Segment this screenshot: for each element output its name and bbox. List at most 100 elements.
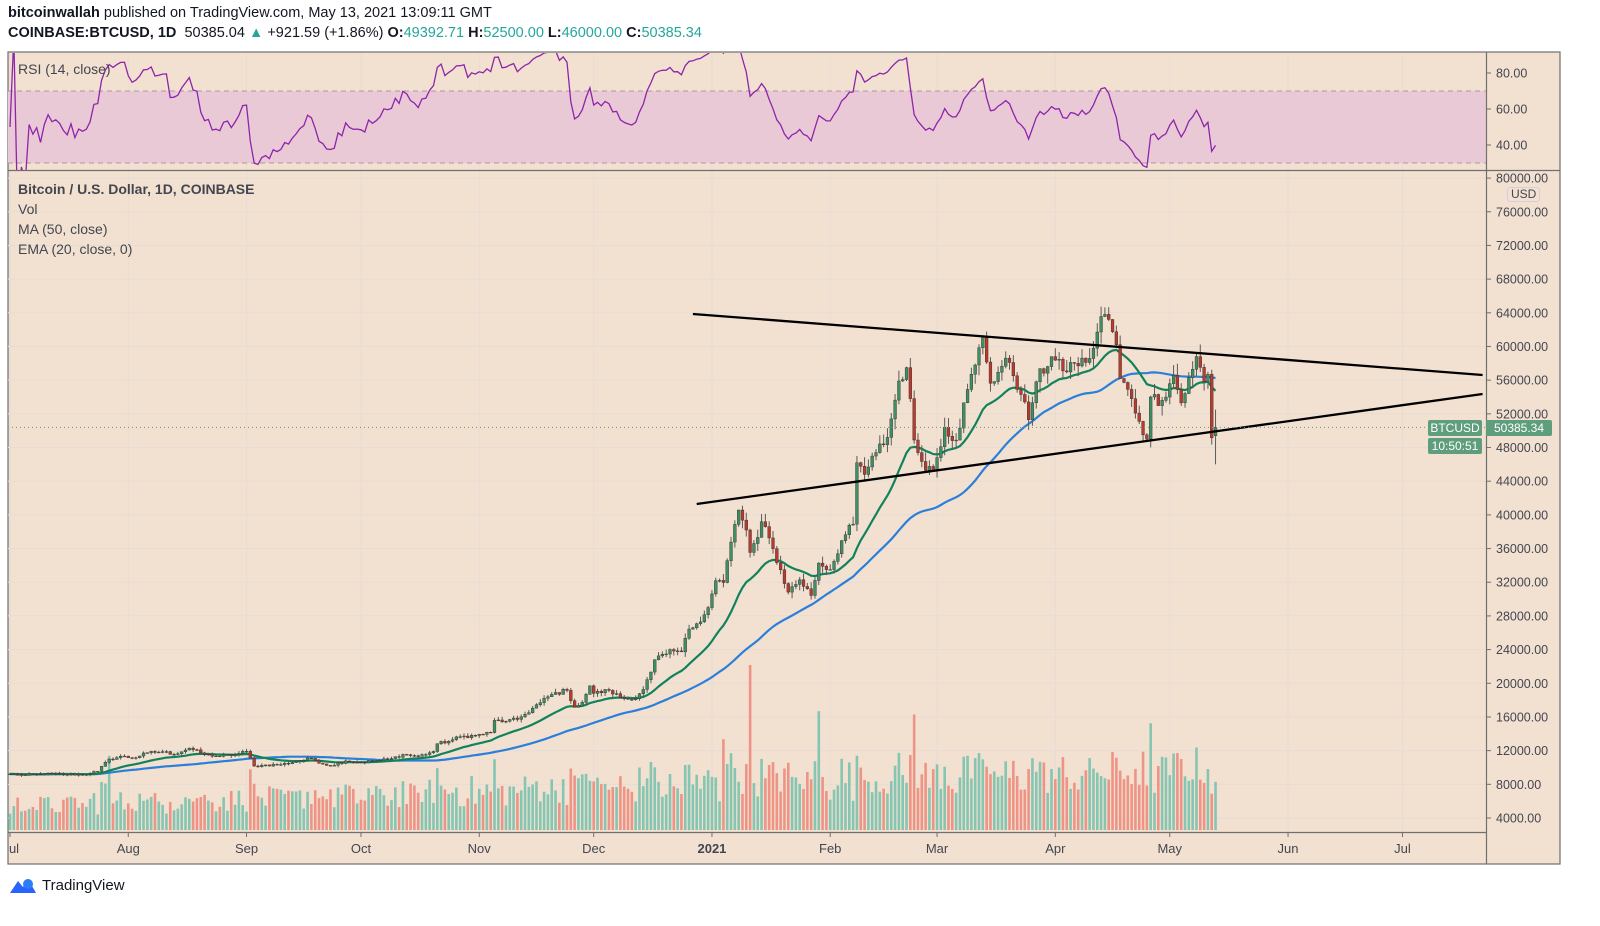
candle-down xyxy=(1179,389,1183,404)
candle-down xyxy=(218,755,222,758)
candle-up xyxy=(550,694,554,698)
volume-bar-up xyxy=(1069,788,1072,830)
price-tick-label: 16000.00 xyxy=(1496,710,1548,724)
volume-bar-up xyxy=(1149,723,1152,830)
volume-bar-down xyxy=(348,785,351,830)
volume-bar-down xyxy=(821,776,824,830)
candle-up xyxy=(729,541,733,561)
candle-down xyxy=(515,717,519,720)
candle-down xyxy=(328,765,333,767)
time-tick-label: Apr xyxy=(1045,841,1066,856)
volume-bar-up xyxy=(828,799,832,830)
price-axis[interactable]: 4000.00 8000.00 12000.00 16000.00 20000.00 24… xyxy=(1486,172,1548,826)
rsi-axis[interactable]: 40.00 60.00 80.00 xyxy=(1486,67,1527,153)
tradingview-logo[interactable]: TradingView xyxy=(8,876,125,894)
legend-title[interactable]: Bitcoin / U.S. Dollar, 1D, COINBASE xyxy=(18,181,255,197)
volume-bar-down xyxy=(951,788,954,830)
volume-bar-up xyxy=(1038,761,1042,830)
volume-bar-down xyxy=(1042,762,1046,830)
candle-up xyxy=(546,696,550,699)
volume-bar-up xyxy=(1095,772,1099,830)
volume-bar-up xyxy=(1153,792,1156,830)
candle-down xyxy=(73,773,77,776)
volume-bar-up xyxy=(428,779,431,830)
candle-down xyxy=(912,398,916,441)
volume-bar-down xyxy=(947,785,950,830)
candle-up xyxy=(756,537,760,544)
candle-down xyxy=(191,747,195,750)
volume-bar-up xyxy=(435,768,439,830)
candle-down xyxy=(1145,434,1149,440)
author[interactable]: bitcoinwallah xyxy=(8,5,100,21)
volume-bar-up xyxy=(889,781,893,830)
volume-bar-up xyxy=(729,753,733,830)
price-tick-label: 76000.00 xyxy=(1496,205,1548,219)
volume-bar-up xyxy=(367,788,370,830)
candle-down xyxy=(61,773,66,775)
candle-down xyxy=(23,774,27,776)
volume-bar-down xyxy=(600,784,603,830)
legend-rsi[interactable]: RSI (14, close) xyxy=(18,61,111,77)
candle-up xyxy=(141,752,146,757)
candle-up xyxy=(878,443,882,453)
currency-label[interactable]: USD xyxy=(1507,187,1541,202)
volume-bar-up xyxy=(157,801,161,830)
candle-down xyxy=(599,690,603,694)
volume-bar-up xyxy=(661,796,664,830)
volume-bar-up xyxy=(935,764,939,830)
volume-bar-up xyxy=(1031,758,1034,830)
volume-bar-down xyxy=(31,806,35,830)
volume-bar-up xyxy=(283,794,286,830)
volume-bar-down xyxy=(1210,793,1214,830)
volume-bar-up xyxy=(977,753,981,830)
legend-ema[interactable]: EMA (20, close, 0) xyxy=(18,241,133,257)
trendlines[interactable] xyxy=(692,312,1483,506)
candle-up xyxy=(103,762,107,767)
volume-bar-down xyxy=(744,764,748,830)
tradingview-cloud-icon xyxy=(10,879,36,893)
candle-up xyxy=(584,694,588,703)
candle-down xyxy=(1130,389,1134,399)
volume-bar-down xyxy=(558,802,561,830)
candle-down xyxy=(1210,374,1214,439)
candle-up xyxy=(687,628,691,639)
candle-down xyxy=(1023,394,1027,403)
candle-up xyxy=(260,765,264,767)
volume-bar-down xyxy=(81,803,84,830)
volume-bar-up xyxy=(390,800,393,830)
candle-down xyxy=(405,754,409,756)
volume-bar-down xyxy=(569,768,573,830)
candle-up xyxy=(531,707,535,713)
volume-bar-up xyxy=(1046,792,1049,830)
legend-vol[interactable]: Vol xyxy=(18,201,38,217)
candle-up xyxy=(706,607,710,615)
low-label: L: xyxy=(547,25,562,41)
volume-bar-up xyxy=(207,800,210,830)
candle-up xyxy=(885,437,890,445)
price-tick-label: 56000.00 xyxy=(1496,374,1548,388)
volume-bar-up xyxy=(1103,778,1107,830)
candle-down xyxy=(286,763,291,765)
time-tick-label: Feb xyxy=(819,841,841,856)
volume-bar-up xyxy=(85,806,88,830)
legend-ma[interactable]: MA (50, close) xyxy=(18,221,108,237)
candle-up xyxy=(897,380,901,401)
volume-bar-up xyxy=(943,766,946,830)
candle-up xyxy=(1152,394,1157,398)
volume-bar-down xyxy=(50,808,54,830)
time-axis[interactable]: ul Aug Sep Oct Nov Dec 2021 Feb Mar Apr May Jun Jul xyxy=(9,832,1411,856)
candle-down xyxy=(412,755,416,757)
volume-bar-up xyxy=(996,776,1000,830)
candle-up xyxy=(614,693,619,695)
volume-bar-down xyxy=(1023,789,1027,830)
candle-up xyxy=(1038,368,1042,383)
volume-bar-up xyxy=(462,806,466,830)
volume-bar-down xyxy=(287,790,290,830)
volume-bar-down xyxy=(363,800,367,830)
volume-bar-down xyxy=(249,769,252,830)
volume-bar-up xyxy=(588,780,592,830)
volume-bar-up xyxy=(939,788,943,830)
candle-up xyxy=(206,753,210,756)
volume-bar-up xyxy=(817,711,821,830)
